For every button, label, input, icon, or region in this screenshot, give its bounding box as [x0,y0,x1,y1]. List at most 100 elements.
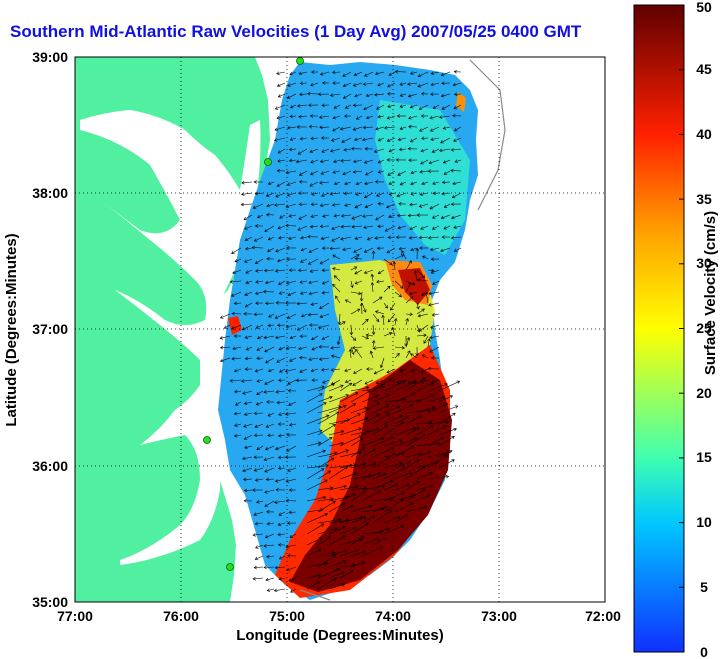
velocity-arrow-head [297,151,302,155]
velocity-arrow-head [300,235,304,240]
velocity-arrow-head [397,172,401,176]
velocity-arrow-head [377,202,381,206]
velocity-arrow-head [407,461,411,465]
velocity-arrow [296,302,308,305]
velocity-arrow [364,192,374,198]
velocity-arrow-head [409,139,414,143]
velocity-arrow [267,412,275,417]
velocity-arrow [394,318,397,326]
velocity-arrow-head [230,293,235,297]
velocity-arrow-head [453,225,457,229]
velocity-arrow-head [233,433,238,438]
velocity-arrow-head [287,125,291,130]
velocity-arrow-head [354,484,359,489]
velocity-arrow [274,126,286,131]
velocity-arrow [297,104,308,107]
velocity-arrow-head [440,72,445,77]
velocity-arrow [242,467,253,472]
velocity-arrow-head [290,589,294,593]
velocity-arrow-head [310,202,314,207]
velocity-arrow [361,531,383,535]
velocity-arrow [244,225,253,230]
velocity-arrow [374,368,385,374]
x-axis-label: Longitude (Degrees:Minutes) [236,627,444,644]
velocity-arrow-head [386,204,390,209]
velocity-arrow-head [277,532,281,537]
velocity-arrow-head [371,515,376,519]
velocity-arrow-head [441,235,445,239]
velocity-arrow [405,506,428,513]
velocity-arrow [285,225,297,227]
velocity-arrow [275,104,286,110]
velocity-arrow [306,479,328,491]
velocity-arrow [275,335,286,339]
velocity-arrow-head [427,169,431,173]
velocity-arrow [410,247,418,251]
velocity-arrow-head [332,554,337,558]
velocity-arrow [322,291,330,294]
velocity-arrow-head [275,249,279,253]
velocity-arrow [267,247,275,252]
velocity-arrow [220,357,231,362]
velocity-arrow [331,137,341,141]
velocity-arrow-head [410,502,414,506]
velocity-arrow [322,379,330,384]
velocity-arrow-head [397,137,402,142]
velocity-arrow-head [422,255,426,259]
velocity-arrow-head [331,382,336,387]
velocity-arrow [375,71,385,75]
velocity-arrow [298,269,308,271]
velocity-arrow [441,71,451,76]
velocity-arrow [277,148,286,154]
velocity-arrow [255,555,264,560]
velocity-arrow-head [350,504,354,509]
x-tick-label: 77:00 [57,608,93,624]
velocity-arrow-head [319,72,324,76]
velocity-arrow [443,170,451,175]
velocity-arrow [372,473,387,480]
velocity-arrow-head [344,299,349,303]
velocity-arrow-head [420,226,424,230]
velocity-arrow-head [355,181,360,186]
velocity-arrow [321,192,330,197]
velocity-arrow [308,313,319,316]
velocity-arrow [372,324,375,335]
velocity-arrow [317,500,336,513]
velocity-arrow-head [373,149,378,153]
velocity-arrow-head [309,149,313,153]
velocity-arrow-head [340,384,344,388]
velocity-arrow-head [232,270,236,274]
velocity-arrow-head [233,301,238,306]
velocity-arrow [234,368,242,372]
velocity-arrow-head [443,171,448,175]
velocity-arrow [287,291,297,296]
velocity-arrow [287,379,297,385]
velocity-arrow-head [299,334,303,338]
velocity-arrow [372,537,386,546]
velocity-arrow-head [343,560,347,564]
velocity-arrow [397,225,407,229]
velocity-arrow [287,313,297,319]
velocity-arrow-head [285,204,290,208]
velocity-arrow [375,126,385,130]
velocity-arrow [287,82,297,87]
velocity-arrow [299,368,308,373]
velocity-arrow-head [285,346,290,350]
velocity-arrow [306,430,323,436]
station-marker [264,158,272,166]
velocity-arrow [354,280,363,284]
velocity-arrow-head [418,452,423,457]
velocity-arrow [332,254,341,260]
velocity-arrow-head [352,526,357,531]
velocity-arrow-head [278,577,283,581]
velocity-arrow-head [354,548,359,553]
velocity-arrow [331,355,341,359]
velocity-arrow-head [387,318,392,323]
velocity-arrow [394,346,405,349]
velocity-arrow [438,428,457,436]
velocity-arrow-head [322,380,326,384]
velocity-arrow-head [443,226,447,230]
velocity-arrow-head [329,93,334,97]
velocity-arrow [275,390,286,393]
velocity-arrow-head [342,502,346,506]
